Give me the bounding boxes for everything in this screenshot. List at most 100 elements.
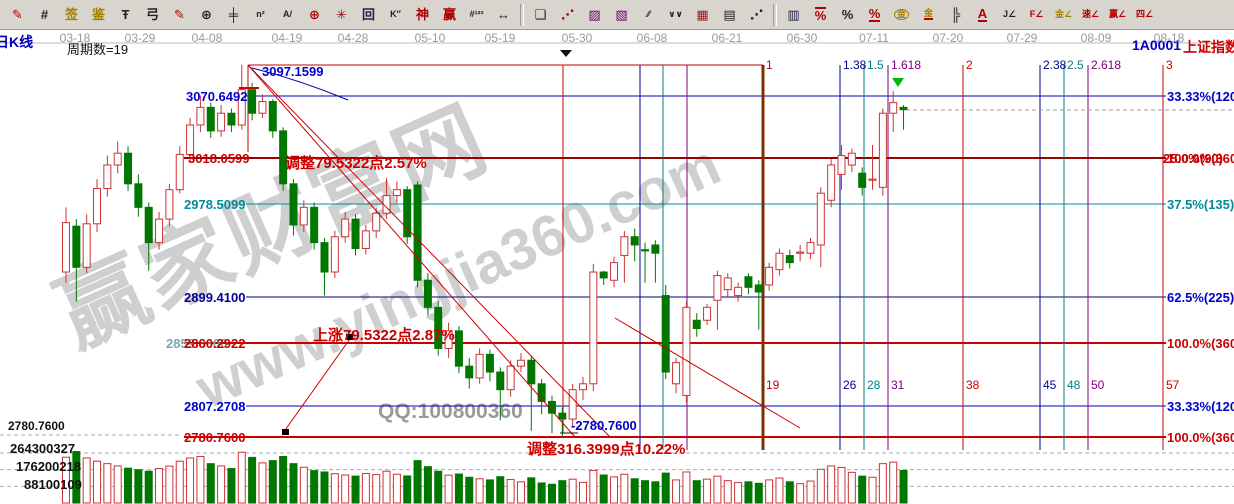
fib-time-top-label: 1.618	[891, 58, 922, 72]
toolbar-button-ying-icon[interactable]: 赢	[437, 1, 462, 28]
toolbar-button-gold-seal2-icon[interactable]: 鉴	[86, 1, 111, 28]
candle	[155, 218, 164, 244]
toolbar-button-trend-lines-icon[interactable]: ∕∕	[636, 1, 661, 28]
toolbar-button-ruler-grid-icon[interactable]: #	[32, 1, 57, 28]
candle	[672, 362, 681, 385]
date-label: 08-18	[1153, 31, 1185, 45]
toolbar-button-angle-a-icon[interactable]: A/	[275, 1, 300, 28]
toolbar-button-gann-fan-icon[interactable]: ⋰	[555, 1, 580, 28]
fib-time-bottom-label: 38	[966, 378, 980, 392]
gold-circle-icon: 金	[893, 9, 909, 20]
toolbar-button-n2-grid-icon[interactable]: n²	[248, 1, 273, 28]
toolbar-button-horizontal-expand-icon[interactable]: ↔	[491, 1, 516, 28]
volume-bar	[485, 479, 494, 504]
volume-bar	[785, 481, 794, 504]
crosshair-circle-icon: ⊕	[309, 7, 320, 22]
toolbar-button-bow-tool-icon[interactable]: 弓	[140, 1, 165, 28]
gold-angle-icon: 金∠	[1054, 9, 1073, 19]
toolbar-button-scale-bars-icon[interactable]: ▥	[781, 1, 806, 28]
toolbar-button-gold-seal-icon[interactable]: 签	[59, 1, 84, 28]
toolbar-button-kline-mark-icon[interactable]: K″	[383, 1, 408, 28]
fib-time-top-label: 2.38	[1043, 58, 1067, 72]
toolbar-button-gold-line-icon[interactable]: 金	[916, 1, 941, 28]
toolbar-button-gold-circle-icon[interactable]: 金	[889, 1, 914, 28]
line-handle[interactable]	[282, 429, 289, 435]
candle	[485, 353, 494, 373]
toolbar-button-grid-box-icon[interactable]: ▤	[717, 1, 742, 28]
toolbar-button-draw-pencil-icon[interactable]: ✎	[5, 1, 30, 28]
toolbar-button-zigzag-icon[interactable]: ∨∨	[663, 1, 688, 28]
toolbar-button-square-spiral-icon[interactable]: 回	[356, 1, 381, 28]
volume-bar	[641, 480, 650, 504]
toolbar-button-f-angle-icon[interactable]: F∠	[1024, 1, 1049, 28]
toolbar-button-f-ruler-icon[interactable]: Ŧ	[113, 1, 138, 28]
pencil-bars-icon: ╠	[950, 7, 961, 22]
volume-bar	[423, 466, 432, 504]
volume-bar	[341, 474, 350, 504]
candle	[734, 286, 743, 297]
fib-time-top-label: 1	[766, 58, 773, 72]
candle	[579, 383, 587, 391]
volume-bar	[899, 469, 908, 504]
toolbar-button-percent-overline-icon[interactable]: %	[808, 1, 833, 28]
fib-time-bottom-label: 57	[1166, 378, 1180, 392]
volume-bar	[661, 472, 670, 504]
volume-bar	[72, 451, 81, 504]
volume-bar	[279, 455, 288, 504]
toolbar-button-fan-box-icon[interactable]: ▨	[582, 1, 607, 28]
toolbar-button-circle-grid-icon[interactable]: ⊕	[194, 1, 219, 28]
volume-bar	[144, 470, 153, 504]
date-label: 03-29	[124, 31, 156, 45]
candle	[248, 89, 257, 114]
toolbar-button-pencil-bars-icon[interactable]: ╠	[943, 1, 968, 28]
candle	[754, 284, 763, 293]
toolbar-button-a-line-icon[interactable]: A	[970, 1, 995, 28]
candle	[320, 242, 329, 273]
toolbar-button-grid-filled-icon[interactable]: ▦	[690, 1, 715, 28]
toolbar-button-parallel-lines-icon[interactable]: ⋰	[744, 1, 769, 28]
toolbar-button-frame-tool-icon[interactable]: ❏	[528, 1, 553, 28]
toolbar-button-percent-line-icon[interactable]: %	[862, 1, 887, 28]
toolbar-button-grid-123-icon[interactable]: #¹²³	[464, 1, 489, 28]
f-ruler-icon: Ŧ	[121, 7, 130, 22]
volume-bar	[496, 476, 505, 504]
trend-line	[614, 317, 801, 429]
peak-price-label: 3097.1599	[262, 64, 324, 79]
toolbar-button-su-angle-icon[interactable]: 速∠	[1078, 1, 1103, 28]
price-label: 2860.2922	[184, 336, 246, 351]
volume-bar	[82, 457, 91, 504]
date-label: 05-10	[414, 31, 446, 45]
toolbar-button-percent-icon[interactable]: %	[835, 1, 860, 28]
price-label: 3018.0599	[188, 151, 250, 166]
volume-bar	[248, 456, 257, 504]
toolbar-button-red-pencil-grid-icon[interactable]: ✎	[167, 1, 192, 28]
toolbar-button-ying-angle-icon[interactable]: 赢∠	[1105, 1, 1130, 28]
percent-label: 100.0%(360)	[1167, 151, 1234, 166]
toolbar-button-ruler2-icon[interactable]: ╪	[221, 1, 246, 28]
candle	[827, 164, 836, 201]
toolbar-button-si-angle-icon[interactable]: 四∠	[1132, 1, 1157, 28]
toolbar-button-shen-icon[interactable]: 神	[410, 1, 435, 28]
volume-bar	[175, 460, 184, 504]
toolbar-button-j-angle-icon[interactable]: J∠	[997, 1, 1022, 28]
date-label: 03-18	[59, 31, 91, 45]
date-label: 06-30	[786, 31, 818, 45]
toolbar-button-gold-angle-icon[interactable]: 金∠	[1051, 1, 1076, 28]
rise1-label: 上涨79.5322点2.87%	[313, 327, 455, 344]
toolbar-separator	[773, 3, 777, 26]
green-arrow-marker	[892, 78, 904, 87]
toolbar-button-crosshair-circle-icon[interactable]: ⊕	[302, 1, 327, 28]
volume-bar	[806, 480, 815, 504]
fib-time-bottom-label: 26	[843, 378, 857, 392]
volume-bar	[765, 479, 774, 504]
toolbar-button-gann-web-icon[interactable]: ✳	[329, 1, 354, 28]
red-pencil-grid-icon: ✎	[174, 7, 185, 22]
toolbar-button-fan-box2-icon[interactable]: ▧	[609, 1, 634, 28]
volume-bar	[475, 478, 484, 504]
fib-time-bottom-label: 48	[1067, 378, 1081, 392]
line-handle[interactable]	[346, 334, 353, 340]
candle	[330, 236, 339, 273]
symbol-name: 上证指数	[1183, 39, 1234, 55]
candle	[103, 164, 112, 190]
